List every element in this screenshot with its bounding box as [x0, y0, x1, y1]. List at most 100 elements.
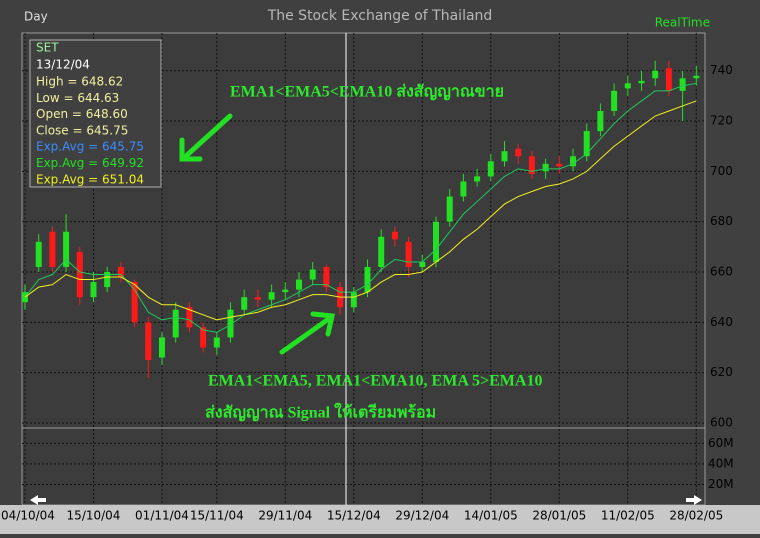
info-date: 13/12/04	[36, 58, 90, 72]
candle-body	[268, 292, 275, 300]
candle-body	[528, 156, 535, 174]
candle-body	[254, 297, 261, 300]
x-tick-label: 14/01/05	[464, 509, 518, 523]
info-lines: High = 648.62 Low = 644.63 Open = 648.60 Cl…	[36, 75, 144, 187]
candle-body	[652, 70, 659, 79]
y-tick-label: 620	[710, 365, 733, 379]
candle-body	[296, 279, 302, 290]
candle-body	[542, 163, 549, 172]
candle-body	[241, 297, 248, 310]
candle-body	[597, 110, 604, 132]
y-tick-label: 660	[710, 265, 733, 279]
volume-tick-label: 40M	[708, 456, 734, 470]
mode-label: RealTime	[655, 16, 710, 30]
candle-body	[131, 282, 138, 323]
candle-body	[583, 131, 590, 157]
info-line: High = 648.62	[36, 75, 123, 89]
candle-body	[474, 176, 481, 182]
period-label: Day	[24, 10, 48, 24]
x-tick-label: 15/11/04	[190, 509, 244, 523]
x-tick-label: 15/12/04	[327, 509, 381, 523]
candle-body	[145, 322, 152, 361]
annotation: ส่งสัญญาณ Signal ให้เตรียมพร้อม	[205, 403, 436, 423]
y-tick-label: 720	[710, 114, 733, 128]
candle-body	[405, 241, 412, 267]
chart-title: The Stock Exchange of Thailand	[267, 8, 493, 24]
candle-body	[76, 251, 83, 298]
y-tick-label: 640	[710, 315, 733, 329]
info-line: Exp.Avg = 645.75	[36, 140, 144, 154]
ema-line	[24, 100, 697, 321]
candle-body	[227, 309, 234, 338]
candle-body	[172, 309, 179, 338]
ema-line	[24, 82, 697, 333]
info-symbol: SET	[36, 41, 59, 55]
date-strip	[0, 505, 760, 534]
candle-body	[323, 266, 330, 288]
x-tick-label: 15/10/04	[67, 509, 121, 523]
candle-body	[186, 307, 193, 328]
candle-body	[117, 266, 124, 278]
candle-body	[611, 90, 618, 111]
scroll-arrows	[30, 495, 702, 505]
candle-body	[159, 337, 165, 358]
candle-body	[213, 337, 220, 348]
candle-body	[90, 282, 97, 298]
candle-body	[350, 292, 357, 308]
arrow-head	[310, 311, 336, 337]
candle-body	[419, 261, 426, 267]
x-tick-label: 04/10/04	[1, 509, 55, 523]
y-tick-label: 700	[710, 164, 733, 178]
candle-body	[282, 289, 289, 293]
candle-body	[570, 156, 576, 167]
candle-body	[200, 327, 207, 348]
arrow-head	[179, 137, 203, 162]
marks	[22, 60, 700, 378]
scroll-right[interactable]	[686, 495, 702, 505]
candle-body	[501, 151, 508, 162]
arrow	[279, 315, 333, 355]
candle-body	[364, 266, 371, 293]
candle-body	[433, 221, 439, 262]
grid: 600 620 640 660 680 700 720 740 20M 40M 60M 04/10/0…	[1, 33, 734, 523]
candle-body	[63, 231, 70, 267]
candle-body	[556, 163, 563, 167]
x-tick-label: 28/02/05	[669, 509, 723, 523]
candle-body	[487, 161, 494, 177]
candle-body	[515, 148, 522, 157]
candle-body	[104, 272, 111, 288]
x-tick-label: 29/11/04	[258, 509, 312, 523]
x-tick-label: 29/12/04	[395, 509, 449, 523]
volume-tick-label: 60M	[708, 436, 734, 450]
info-line: Low = 644.63	[36, 91, 119, 105]
annotation: EMA1<EMA5, EMA1<EMA10, EMA 5>EMA10	[208, 373, 542, 390]
info-line: Open = 648.60	[36, 107, 128, 121]
candle-body	[665, 68, 672, 91]
y-tick-label: 680	[710, 214, 733, 228]
volume-tick-label: 20M	[708, 477, 734, 491]
info-box: SET 13/12/04 High = 648.62 Low = 644.63 Op…	[29, 39, 162, 188]
candle-body	[460, 181, 467, 197]
annotation: EMA1<EMA5<EMA10 ส่งสัญญาณขาย	[230, 83, 504, 102]
info-line: Close = 645.75	[36, 123, 128, 137]
candle-body	[638, 80, 645, 84]
y-tick-label: 740	[710, 63, 733, 77]
candle-body	[35, 241, 42, 267]
x-tick-label: 11/02/05	[601, 509, 655, 523]
x-tick-label: 28/01/05	[532, 509, 586, 523]
candle-body	[679, 78, 686, 91]
candle-body	[391, 231, 398, 240]
candle-body	[378, 236, 385, 267]
arrow	[183, 113, 233, 159]
candle-body	[22, 292, 28, 303]
info-box-frame	[29, 39, 162, 188]
y-tick-label: 600	[710, 415, 733, 429]
info-line: Exp.Avg = 649.92	[36, 156, 144, 170]
candle-body	[309, 269, 316, 280]
x-tick-label: 01/11/04	[135, 509, 189, 523]
scroll-left[interactable]	[30, 495, 46, 505]
candle-body	[49, 231, 56, 267]
arrows	[179, 113, 336, 355]
info-line: Exp.Avg = 651.04	[36, 172, 144, 186]
